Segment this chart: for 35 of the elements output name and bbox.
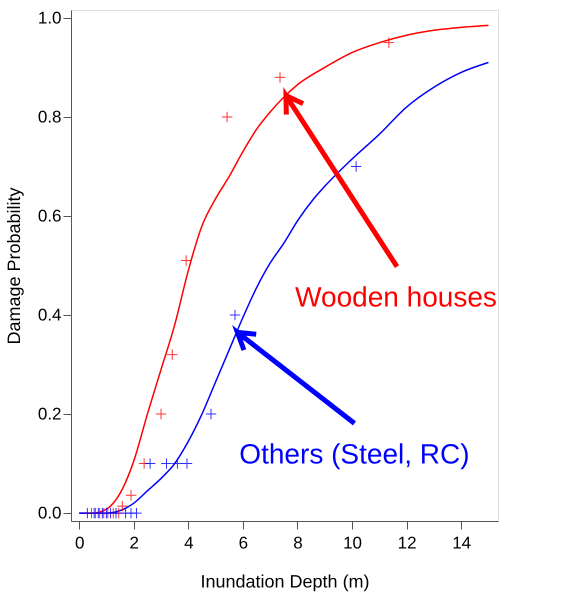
point bbox=[116, 500, 128, 512]
y-tick-label: 0.0 bbox=[38, 504, 62, 523]
point bbox=[155, 408, 167, 420]
x-tick-label: 4 bbox=[184, 534, 194, 552]
x-tick-label: 2 bbox=[130, 534, 139, 552]
x-tick-label: 8 bbox=[293, 534, 303, 552]
point bbox=[172, 458, 184, 470]
point bbox=[180, 254, 192, 266]
x-tick-label: 10 bbox=[343, 534, 362, 552]
point bbox=[166, 348, 178, 360]
y-tick-label: 0.4 bbox=[38, 306, 62, 325]
point bbox=[221, 111, 233, 123]
x-tick-label: 6 bbox=[238, 534, 248, 552]
point bbox=[229, 309, 241, 321]
point bbox=[181, 458, 193, 470]
annotation: Others (Steel, RC) bbox=[239, 438, 470, 470]
y-tick-label: 0.6 bbox=[38, 206, 62, 226]
point bbox=[205, 408, 217, 420]
point bbox=[350, 160, 362, 172]
x-tick-label: 0 bbox=[74, 534, 84, 552]
point bbox=[160, 458, 172, 470]
x-axis-title: Inundation Depth (m) bbox=[200, 572, 370, 592]
point bbox=[383, 36, 395, 48]
x-tick-label: 12 bbox=[398, 534, 417, 552]
point bbox=[110, 507, 122, 519]
y-axis-title: Damage Probability bbox=[4, 187, 24, 345]
point bbox=[130, 507, 142, 519]
point bbox=[125, 490, 137, 501]
annotation: Wooden houses bbox=[295, 282, 497, 313]
y-tick-label: 0.2 bbox=[38, 404, 62, 424]
y-tick-label: 0.8 bbox=[38, 107, 62, 126]
point bbox=[274, 72, 286, 84]
y-tick-label: 1.0 bbox=[38, 8, 62, 28]
point bbox=[144, 458, 156, 470]
x-tick-label: 14 bbox=[452, 534, 472, 552]
